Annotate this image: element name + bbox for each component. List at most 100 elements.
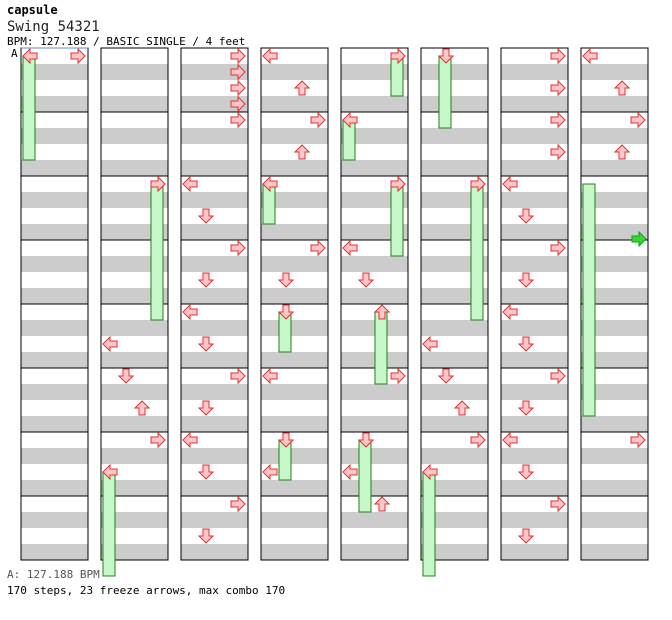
beat-stripe — [501, 352, 568, 368]
beat-stripe — [341, 448, 408, 464]
beat-stripe — [501, 544, 568, 560]
step-arrow — [133, 400, 151, 416]
beat-stripe — [21, 448, 88, 464]
beat-stripe — [21, 256, 88, 272]
beat-stripe — [501, 320, 568, 336]
step-arrow — [277, 432, 295, 448]
step-arrow — [197, 400, 215, 416]
beat-stripe — [261, 64, 328, 80]
beat-stripe — [101, 480, 168, 496]
beat-stripe — [581, 448, 648, 464]
step-arrow — [502, 303, 518, 321]
beat-stripe — [21, 96, 88, 112]
step-arrow — [550, 47, 566, 65]
beat-stripe — [261, 480, 328, 496]
step-arrow — [550, 143, 566, 161]
step-arrow — [262, 367, 278, 385]
beat-stripe — [181, 480, 248, 496]
step-arrow — [517, 464, 535, 480]
beat-stripe — [261, 544, 328, 560]
beat-stripe — [261, 256, 328, 272]
beat-stripe — [341, 288, 408, 304]
beat-stripe — [341, 416, 408, 432]
beat-stripe — [341, 480, 408, 496]
step-arrow — [357, 432, 375, 448]
step-arrow — [342, 463, 358, 481]
column-border — [180, 47, 249, 561]
beat-stripe — [501, 192, 568, 208]
beat-stripe — [101, 544, 168, 560]
beat-stripe — [501, 256, 568, 272]
beat-stripe — [101, 352, 168, 368]
beat-stripe — [421, 320, 488, 336]
beat-stripe — [581, 96, 648, 112]
freeze-arrow — [358, 439, 372, 513]
step-arrow — [197, 272, 215, 288]
beat-stripe — [21, 160, 88, 176]
beat-stripe — [421, 544, 488, 560]
beat-stripe — [421, 352, 488, 368]
step-arrow — [517, 528, 535, 544]
step-arrow — [470, 431, 486, 449]
beat-stripe — [501, 384, 568, 400]
beat-stripe — [581, 256, 648, 272]
step-arrow — [182, 175, 198, 193]
step-arrow — [550, 111, 566, 129]
freeze-arrow — [438, 55, 452, 129]
beat-stripe — [421, 96, 488, 112]
freeze-arrow — [390, 55, 404, 97]
beat-stripe — [101, 96, 168, 112]
beat-stripe — [581, 224, 648, 240]
step-arrow — [197, 208, 215, 224]
step-arrow — [230, 111, 246, 129]
beat-stripe — [421, 128, 488, 144]
bpm-legend: A: 127.188 BPM — [7, 568, 100, 581]
step-arrow — [22, 47, 38, 65]
beat-stripe — [101, 416, 168, 432]
beat-stripe — [101, 128, 168, 144]
beat-stripe — [421, 160, 488, 176]
beat-stripe — [581, 384, 648, 400]
beat-stripe — [261, 224, 328, 240]
beat-stripe — [261, 512, 328, 528]
beat-stripe — [181, 384, 248, 400]
beat-stripe — [421, 384, 488, 400]
beat-stripe — [261, 96, 328, 112]
beat-stripe — [21, 384, 88, 400]
beat-stripe — [501, 160, 568, 176]
step-arrow — [310, 111, 326, 129]
step-arrow — [197, 336, 215, 352]
beat-stripe — [581, 512, 648, 528]
beat-stripe — [181, 224, 248, 240]
step-arrow — [277, 304, 295, 320]
step-arrow — [293, 144, 311, 160]
step-arrow — [422, 335, 438, 353]
beat-stripe — [501, 224, 568, 240]
beat-stripe — [21, 128, 88, 144]
beat-stripe — [341, 96, 408, 112]
step-arrow — [470, 175, 486, 193]
beat-stripe — [181, 416, 248, 432]
beat-stripe — [181, 64, 248, 80]
step-arrow — [230, 47, 246, 65]
step-arrow — [550, 79, 566, 97]
step-arrow — [230, 367, 246, 385]
chart-info: BPM: 127.188 / BASIC SINGLE / 4 feet — [7, 35, 246, 48]
bpm-change-arrow — [631, 230, 647, 248]
step-arrow — [502, 175, 518, 193]
step-arrow — [262, 47, 278, 65]
freeze-arrow — [390, 183, 404, 257]
step-arrow — [502, 431, 518, 449]
beat-stripe — [21, 544, 88, 560]
step-arrow — [550, 495, 566, 513]
beat-stripe — [181, 256, 248, 272]
beat-stripe — [421, 448, 488, 464]
step-arrow — [277, 272, 295, 288]
beat-stripe — [101, 384, 168, 400]
step-arrow — [517, 400, 535, 416]
beat-stripe — [341, 128, 408, 144]
step-arrow — [437, 368, 455, 384]
freeze-arrow — [470, 183, 484, 321]
step-arrow — [150, 431, 166, 449]
step-arrow — [453, 400, 471, 416]
